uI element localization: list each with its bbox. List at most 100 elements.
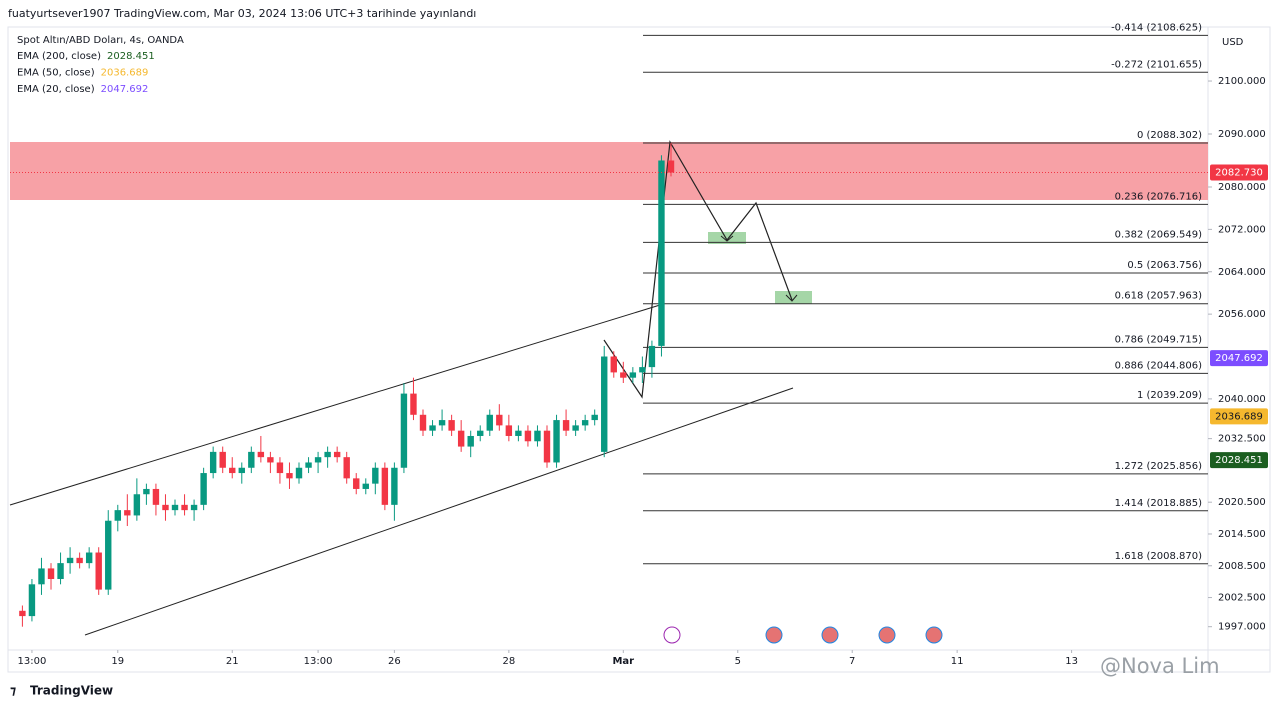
- candle-body: [162, 504, 169, 511]
- chart-frame: [7, 26, 1271, 673]
- candle-body: [362, 483, 369, 489]
- channel-lower: [84, 387, 794, 636]
- x-tick-label: 13: [1065, 656, 1078, 667]
- symbol-title: Spot Altın/ABD Doları, 4s, OANDA: [17, 35, 184, 46]
- legend-name: EMA (20, close): [17, 84, 95, 95]
- legend-name: EMA (200, close): [17, 51, 101, 62]
- candle-body: [486, 414, 493, 431]
- candle-body: [38, 568, 45, 585]
- event-icon[interactable]: [765, 626, 783, 644]
- event-icon[interactable]: [663, 626, 681, 644]
- candle-body: [171, 504, 179, 511]
- target-box: [708, 232, 746, 244]
- candle-body: [66, 557, 74, 564]
- target-box: [775, 291, 812, 304]
- y-tick-label: 2056.000: [1218, 309, 1266, 320]
- fib-label: -0.414 (2108.625): [1111, 22, 1202, 33]
- y-tick-label: 2014.500: [1218, 529, 1266, 540]
- indicator-price-label: 2047.692: [1215, 353, 1263, 364]
- candle-body: [28, 584, 36, 617]
- candle-body: [419, 414, 427, 431]
- candle-body: [57, 563, 64, 580]
- fib-label: 1.414 (2018.885): [1115, 498, 1202, 509]
- candle-body: [467, 435, 474, 447]
- fib-label: 1.618 (2008.870): [1115, 551, 1202, 562]
- event-icon[interactable]: [925, 626, 943, 644]
- candle-body: [601, 356, 608, 452]
- fib-label: 0.786 (2049.715): [1115, 334, 1202, 345]
- candle-body: [248, 451, 255, 468]
- channel-upper: [9, 304, 661, 506]
- legend-value: 2028.451: [107, 51, 155, 62]
- candle-body: [448, 420, 455, 431]
- y-tick-label: 2040.000: [1218, 394, 1266, 405]
- x-tick-label: 11: [951, 656, 964, 667]
- candle-body: [648, 345, 656, 368]
- candle-body: [457, 430, 465, 447]
- candle-body: [591, 414, 598, 421]
- event-icon[interactable]: [821, 626, 839, 644]
- logo-mark: ⁊: [10, 684, 16, 698]
- candle-body: [581, 420, 589, 426]
- candle-body: [477, 430, 484, 436]
- candle-body: [658, 160, 665, 346]
- candle-body: [429, 425, 436, 431]
- fib-label: 0.5 (2063.756): [1127, 260, 1202, 271]
- x-tick-label: Mar: [612, 656, 634, 667]
- candle-body: [47, 568, 55, 580]
- indicator-price-box: [1210, 408, 1268, 425]
- candle-body: [391, 467, 398, 505]
- candle-body: [286, 473, 293, 479]
- candle-body: [353, 478, 360, 489]
- legend-name: EMA (50, close): [17, 68, 95, 79]
- candle-body: [152, 488, 160, 505]
- event-icon[interactable]: [878, 626, 896, 644]
- x-tick-label: 26: [388, 656, 401, 667]
- candle-body: [667, 160, 675, 173]
- candle-body: [372, 467, 379, 484]
- indicator-price-label: 2036.689: [1215, 411, 1263, 422]
- candle-body: [543, 430, 551, 463]
- legend-value: 2036.689: [101, 68, 149, 79]
- candle-body: [143, 488, 150, 495]
- indicator-price-box: [1210, 452, 1268, 469]
- y-tick-label: 1997.000: [1218, 622, 1266, 633]
- projection-path: [603, 140, 793, 399]
- last-price-box: [1210, 164, 1268, 181]
- candle-body: [505, 425, 513, 436]
- arrow-head: [720, 235, 734, 242]
- candle-body: [229, 467, 236, 474]
- arrow-head: [785, 294, 798, 302]
- header: fuatyurtsever1907 TradingView.com, Mar 0…: [8, 7, 476, 20]
- candle-body: [410, 393, 417, 415]
- candle-body: [295, 467, 303, 479]
- candle-body: [114, 510, 121, 521]
- last-price-label: 2082.730: [1215, 168, 1263, 179]
- candle-body: [314, 457, 322, 463]
- legend-value: 2047.692: [101, 84, 149, 95]
- candle-body: [257, 451, 265, 458]
- indicator-price-box: [1210, 350, 1268, 367]
- candle-body: [76, 557, 83, 564]
- candle-body: [496, 414, 503, 426]
- candle-body: [620, 372, 627, 378]
- x-tick-label: 13:00: [18, 656, 47, 667]
- candle-body: [305, 462, 312, 468]
- y-tick-label: 2020.500: [1218, 497, 1266, 508]
- y-tick-label: 2072.000: [1218, 224, 1266, 235]
- candle-body: [562, 420, 570, 431]
- candle-body: [124, 510, 131, 516]
- candle-body: [200, 473, 207, 505]
- fib-label: 1.272 (2025.856): [1115, 461, 1202, 472]
- fib-label: 0.236 (2076.716): [1115, 191, 1202, 202]
- candle-body: [381, 467, 389, 505]
- fib-label: 0 (2088.302): [1137, 130, 1202, 141]
- candle-body: [267, 457, 274, 463]
- candle-body: [572, 425, 579, 431]
- candle-body: [19, 610, 26, 617]
- candle-body: [238, 467, 245, 474]
- fib-label: 0.382 (2069.549): [1115, 229, 1202, 240]
- y-tick-label: 2002.500: [1218, 593, 1266, 604]
- candle-body: [610, 356, 617, 373]
